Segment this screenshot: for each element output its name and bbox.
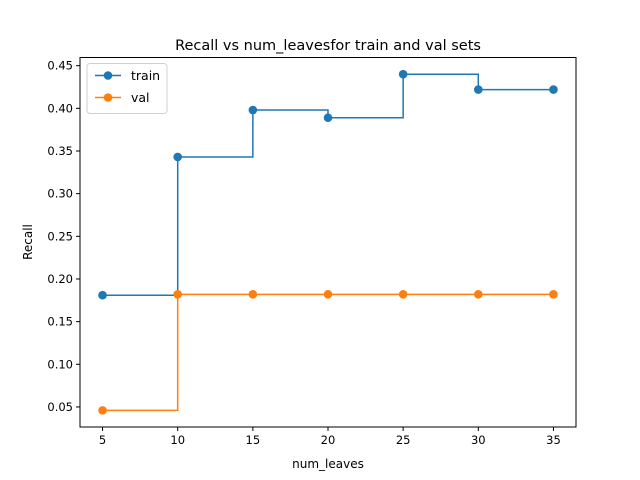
x-tick-label: 35	[546, 433, 561, 447]
legend-train-marker	[103, 71, 113, 80]
x-tick-label: 10	[170, 433, 185, 447]
axes-frame	[79, 57, 577, 428]
legend: train val	[86, 63, 168, 114]
y-tick-label: 0.15	[47, 315, 73, 329]
axis-ticks: 5 10 15 20 25 30 35 0.05 0.10 0.15 0.20 0.25 0.30 0.3…	[47, 59, 560, 447]
series-val-point	[248, 290, 258, 299]
y-tick-label: 0.05	[47, 400, 73, 414]
series-train-point	[474, 85, 483, 94]
chart-title: Recall vs num_leavesfor train and val se…	[175, 38, 481, 54]
x-tick-label: 30	[471, 433, 486, 447]
legend-val-label: val	[131, 90, 150, 105]
series-train-point	[173, 152, 182, 162]
series-val-point	[173, 290, 182, 299]
legend-train-label: train	[131, 68, 160, 83]
y-axis-label: Recall	[21, 224, 35, 260]
series-val-point	[549, 290, 558, 299]
y-tick-label: 0.45	[47, 59, 73, 73]
x-tick-label: 15	[246, 433, 261, 447]
x-tick-label: 25	[396, 433, 411, 447]
series-train-point	[98, 290, 107, 300]
y-tick-label: 0.20	[47, 272, 73, 286]
series-train-point	[248, 105, 258, 115]
y-tick-label: 0.40	[47, 101, 73, 115]
series-val-point	[98, 406, 107, 415]
series-val-point	[474, 290, 483, 299]
series-train-point	[398, 69, 408, 79]
y-tick-label: 0.35	[47, 144, 73, 158]
series-val-point	[398, 290, 408, 299]
y-tick-label: 0.25	[47, 229, 73, 243]
x-tick-label: 20	[321, 433, 336, 447]
legend-val-marker	[103, 93, 113, 102]
series-val-line	[102, 293, 554, 412]
series-val-point	[323, 290, 333, 299]
series-train-point	[549, 85, 558, 94]
series-train-point	[323, 113, 333, 123]
plot-area	[98, 69, 558, 415]
x-tick-label: 5	[99, 433, 106, 447]
x-axis-label: num_leaves	[292, 457, 364, 471]
y-tick-label: 0.10	[47, 357, 73, 371]
y-tick-label: 0.30	[47, 187, 73, 201]
